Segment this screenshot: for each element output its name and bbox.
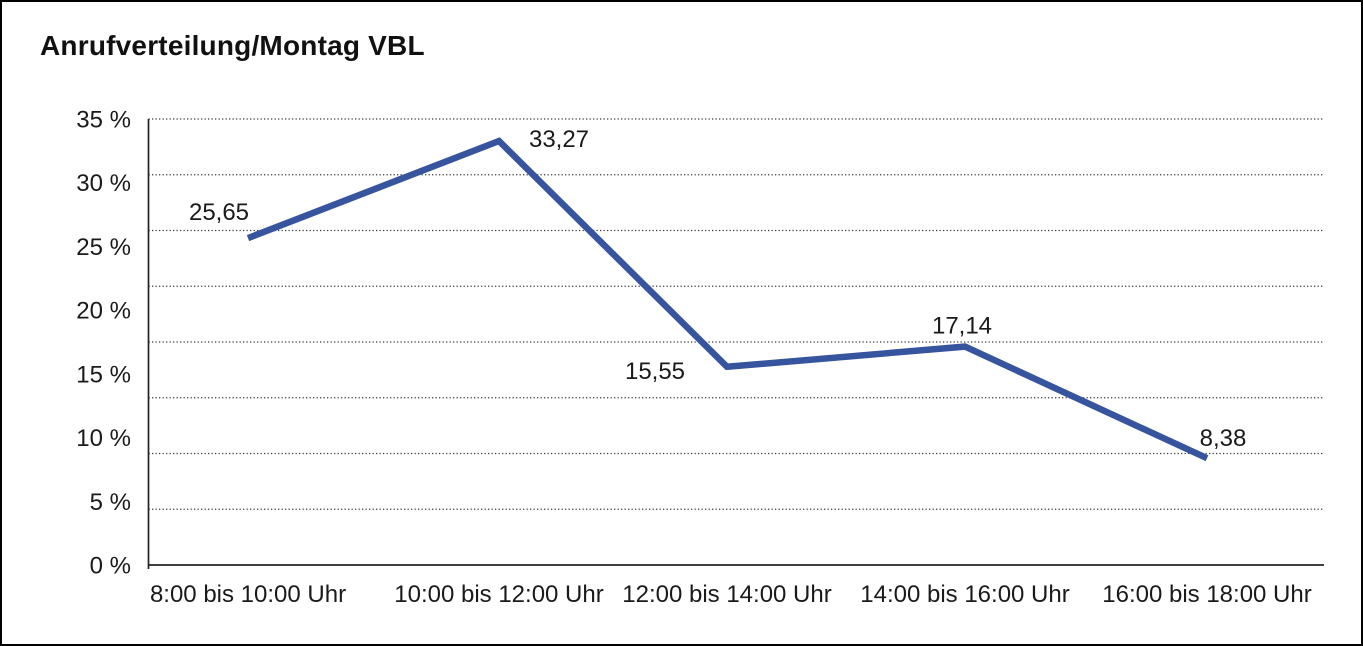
data-point-label: 15,55 bbox=[625, 358, 685, 385]
data-line bbox=[246, 137, 1209, 462]
y-tick-label: 25 % bbox=[76, 234, 131, 261]
x-category-label: 12:00 bis 14:00 Uhr bbox=[622, 581, 831, 608]
y-tick-label: 15 % bbox=[76, 361, 131, 388]
y-tick-label: 0 % bbox=[90, 553, 131, 580]
y-tick-label: 35 % bbox=[76, 107, 131, 134]
y-tick-label: 5 % bbox=[90, 489, 131, 516]
x-category-label: 16:00 bis 18:00 Uhr bbox=[1102, 581, 1311, 608]
x-category-label: 8:00 bis 10:00 Uhr bbox=[150, 581, 346, 608]
data-point-label: 33,27 bbox=[529, 126, 589, 153]
y-tick-label: 20 % bbox=[76, 298, 131, 325]
data-point-label: 25,65 bbox=[189, 199, 249, 226]
y-tick-label: 30 % bbox=[76, 170, 131, 197]
x-category-label: 10:00 bis 12:00 Uhr bbox=[394, 581, 603, 608]
data-point-label: 8,38 bbox=[1200, 425, 1247, 452]
chart-title: Anrufverteilung/Montag VBL bbox=[40, 30, 425, 61]
x-category-label: 14:00 bis 16:00 Uhr bbox=[860, 581, 1069, 608]
y-tick-label: 10 % bbox=[76, 425, 131, 452]
data-point-label: 17,14 bbox=[932, 313, 992, 340]
